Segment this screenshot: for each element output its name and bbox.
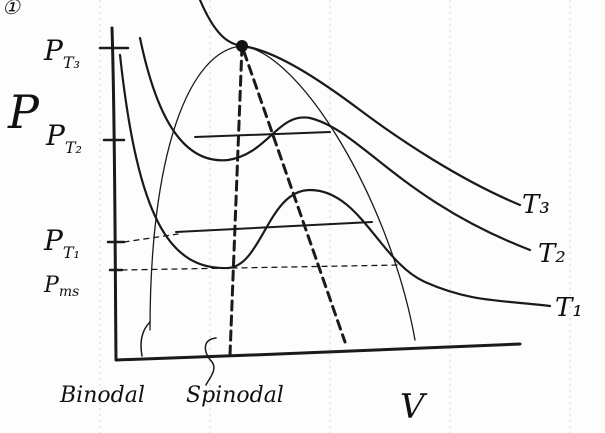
- marker: ①: [2, 0, 21, 19]
- critical-point: [236, 40, 248, 52]
- isotherm-label: T₃: [522, 190, 550, 220]
- isotherm-label: T₂: [538, 239, 566, 269]
- y-axis-label: P: [7, 85, 40, 139]
- isotherm-label: T₁: [555, 293, 583, 323]
- paper: [0, 0, 605, 433]
- x-axis-label: V: [400, 387, 428, 427]
- spinodal-label: Spinodal: [186, 383, 284, 408]
- binodal-label: Binodal: [59, 383, 145, 408]
- pv-diagram: ① P V PT₃ PT₂ PT₁ Pms T₃ T₂ T₁ Binodal S…: [0, 0, 605, 433]
